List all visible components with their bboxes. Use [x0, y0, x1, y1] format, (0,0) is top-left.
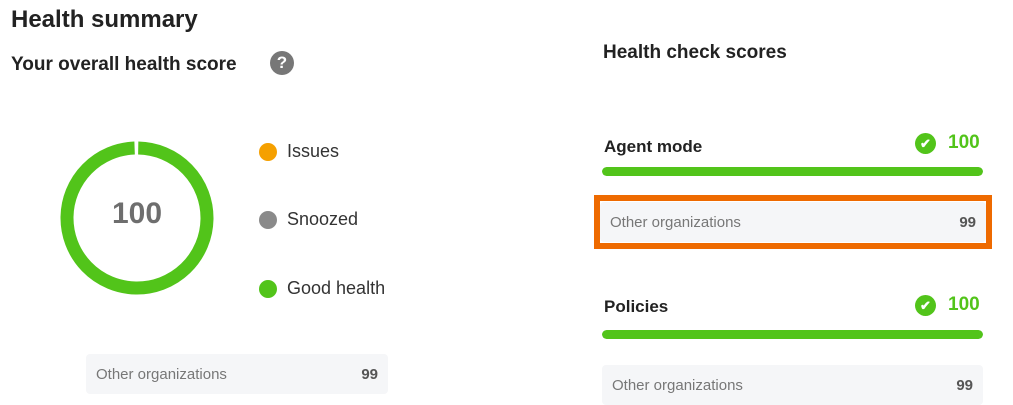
check-score: ✔ 100: [915, 132, 980, 154]
check-score: ✔ 100: [915, 294, 980, 316]
other-value: 99: [361, 365, 378, 383]
legend-issues: Issues: [259, 141, 339, 162]
other-label: Other organizations: [612, 376, 743, 394]
legend-label: Issues: [287, 141, 340, 161]
other-value: 99: [956, 376, 973, 394]
check-name: Policies: [604, 297, 669, 316]
health-check-heading: Health check scores: [603, 42, 787, 63]
other-value: 99: [959, 213, 976, 231]
overall-other-organizations: Other organizations 99: [86, 354, 388, 394]
issues-dot-icon: [259, 142, 277, 161]
legend-label: Good health: [287, 278, 386, 298]
agent-mode-other-organizations: Other organizations 99: [600, 202, 986, 242]
health-donut: [60, 141, 214, 295]
other-label: Other organizations: [610, 213, 741, 231]
page-title: Health summary: [11, 6, 198, 33]
policies-progress: [602, 330, 983, 339]
question-circle-icon[interactable]: ?: [270, 51, 294, 75]
check-name: Agent mode: [604, 137, 703, 156]
good-dot-icon: [259, 279, 277, 298]
score-value: 100: [948, 294, 980, 315]
overall-score: 100: [111, 197, 163, 230]
other-label: Other organizations: [96, 365, 227, 383]
highlight-box: [594, 195, 992, 249]
snoozed-dot-icon: [259, 210, 277, 229]
policies-other-organizations: Other organizations 99: [602, 365, 983, 405]
check-circle-icon: ✔: [915, 294, 936, 316]
score-value: 100: [948, 132, 980, 153]
legend-good-health: Good health: [259, 278, 385, 299]
overall-score-heading: Your overall health score: [11, 54, 237, 75]
agent-mode-progress: [602, 167, 983, 176]
legend-snoozed: Snoozed: [259, 209, 358, 230]
legend-label: Snoozed: [287, 209, 359, 229]
check-circle-icon: ✔: [915, 132, 936, 154]
